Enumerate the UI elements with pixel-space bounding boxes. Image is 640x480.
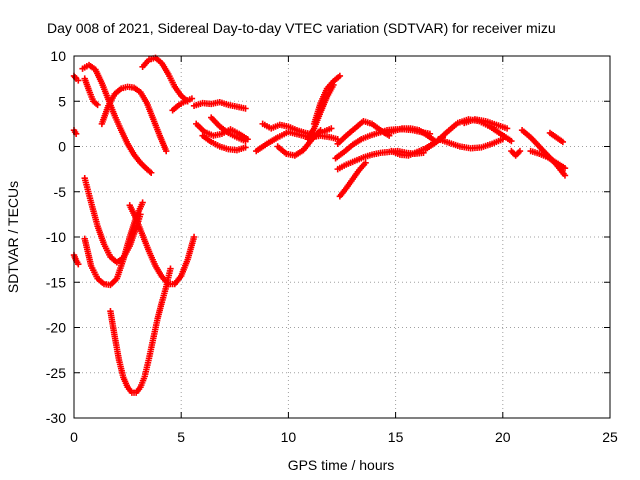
data-points xyxy=(70,54,569,396)
x-tick-label: 20 xyxy=(495,429,511,445)
data-point xyxy=(162,147,170,155)
data-point xyxy=(139,199,146,206)
y-tick-label: -10 xyxy=(46,229,66,245)
data-point xyxy=(328,125,335,132)
data-point xyxy=(317,127,324,134)
chart-title: Day 008 of 2021, Sidereal Day-to-day VTE… xyxy=(47,20,556,36)
data-point xyxy=(75,260,82,268)
data-point xyxy=(503,125,511,132)
data-point xyxy=(94,101,101,109)
x-tick-label: 5 xyxy=(177,429,185,445)
data-point xyxy=(561,172,569,179)
data-point xyxy=(508,137,515,145)
y-tick-label: -25 xyxy=(46,365,66,381)
data-point xyxy=(242,137,249,145)
data-point xyxy=(559,138,567,146)
data-point xyxy=(167,265,174,272)
axis-ticks: 0 5 10 15 20 25 -30 -25 -20 -15 -10 -5 0 5 10 xyxy=(46,48,618,445)
grid-lines xyxy=(74,56,610,418)
y-tick-label: 0 xyxy=(58,139,66,155)
y-tick-label: 10 xyxy=(50,48,66,64)
x-tick-label: 0 xyxy=(70,429,78,445)
x-tick-label: 25 xyxy=(602,429,618,445)
data-point xyxy=(242,144,249,151)
data-point xyxy=(75,77,82,84)
data-point xyxy=(561,165,569,172)
y-axis-label: SDTVAR / TECUs xyxy=(5,181,21,293)
data-point xyxy=(516,147,524,155)
x-tick-label: 15 xyxy=(388,429,404,445)
data-point xyxy=(499,136,506,143)
data-point xyxy=(242,105,249,112)
data-point xyxy=(188,95,196,102)
y-tick-label: -15 xyxy=(46,274,66,290)
y-tick-label: -5 xyxy=(54,184,67,200)
data-point xyxy=(362,159,369,166)
data-point xyxy=(190,233,198,241)
y-tick-label: -30 xyxy=(46,410,66,426)
y-tick-label: -20 xyxy=(46,320,66,336)
data-point xyxy=(71,74,79,81)
x-tick-label: 10 xyxy=(281,429,297,445)
data-point xyxy=(147,169,155,176)
y-tick-label: 5 xyxy=(58,93,66,109)
plot-frame xyxy=(73,55,611,419)
x-axis-label: GPS time / hours xyxy=(288,457,395,473)
data-point xyxy=(336,72,344,80)
